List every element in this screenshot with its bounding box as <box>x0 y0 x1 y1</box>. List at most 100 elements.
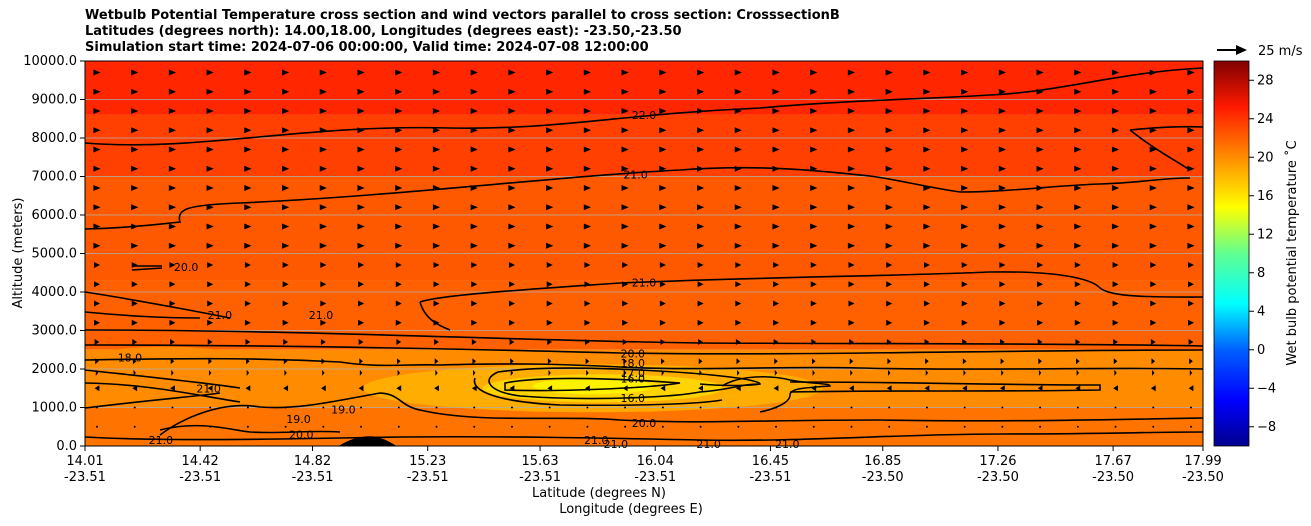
wind-arrow <box>470 69 478 76</box>
wind-arrow <box>357 223 365 230</box>
x-tick-lon: -23.51 <box>407 470 449 485</box>
wind-vectors <box>93 69 1195 428</box>
wind-arrow <box>1111 185 1120 192</box>
colorbar-tick-label: 20 <box>1257 150 1274 165</box>
wind-arrow <box>961 127 969 134</box>
wind-arrow <box>621 223 629 230</box>
wind-arrow <box>320 300 327 307</box>
wind-arrow <box>471 319 478 326</box>
wind-arrow <box>471 300 478 307</box>
wind-arrow <box>1074 242 1082 249</box>
x-tick-lon: -23.50 <box>977 470 1019 485</box>
wind-arrow <box>1076 425 1079 428</box>
wind-arrow <box>1152 425 1155 428</box>
wind-arrow <box>1149 204 1157 211</box>
wind-arrow <box>1149 185 1157 192</box>
wind-arrow <box>131 69 139 76</box>
wind-arrow <box>93 165 101 172</box>
wind-arrow <box>1150 319 1157 326</box>
wind-arrow <box>1036 108 1044 115</box>
wind-arrow <box>206 223 214 230</box>
wind-arrow <box>1074 127 1082 134</box>
wind-arrow <box>171 369 174 376</box>
wind-arrow <box>583 88 592 95</box>
wind-arrow <box>548 406 551 409</box>
contour-line <box>85 431 1203 442</box>
wind-arrow <box>583 146 592 153</box>
wind-arrow <box>1112 319 1119 326</box>
wind-arrow <box>998 88 1006 95</box>
wind-arrow <box>319 146 327 153</box>
wind-arrow <box>473 425 476 428</box>
wind-arrow <box>245 385 251 392</box>
colorbar-label: Wet bulb potential temperature ˚C <box>1284 140 1300 365</box>
wind-arrow <box>885 165 893 172</box>
wind-arrow <box>1111 242 1120 249</box>
wind-arrow <box>244 185 252 192</box>
wind-arrow <box>735 385 741 392</box>
wind-arrow <box>546 223 554 230</box>
wind-arrow <box>93 108 101 115</box>
wind-arrow <box>961 204 969 211</box>
wind-arrow <box>885 223 893 230</box>
wind-arrow <box>131 108 139 115</box>
wind-arrow <box>586 425 589 428</box>
wind-arrow <box>696 108 705 115</box>
wind-arrow <box>397 406 400 409</box>
contour-label: 17.0 <box>621 367 646 380</box>
wind-arrow <box>583 165 592 172</box>
wind-arrow <box>1036 146 1044 153</box>
wind-arrow <box>697 319 704 326</box>
wind-arrow <box>168 223 177 230</box>
wind-arrow <box>583 69 592 76</box>
wind-arrow <box>246 358 250 365</box>
wind-arrow <box>850 425 853 428</box>
y-tick-label: 10000.0 <box>23 54 77 69</box>
wind-arrow <box>697 262 704 269</box>
wind-arrow <box>432 204 441 211</box>
wind-arrow <box>923 146 931 153</box>
wind-arrow <box>1036 185 1044 192</box>
wind-arrow <box>963 406 966 409</box>
wind-arrow <box>93 88 101 95</box>
contour-line <box>85 166 1191 230</box>
wind-arrow <box>885 88 893 95</box>
y-tick-label: 1000.0 <box>32 401 78 416</box>
colorbar-tick-label: 4 <box>1257 304 1265 319</box>
wind-arrow <box>961 108 969 115</box>
wind-arrow <box>621 69 629 76</box>
wind-arrow <box>359 358 363 365</box>
wind-arrow <box>1152 369 1155 376</box>
wind-arrow <box>510 358 514 365</box>
wind-arrow <box>1189 358 1193 365</box>
wind-arrow <box>772 146 780 153</box>
wind-arrow <box>925 425 928 428</box>
x-tick-lat: 15.63 <box>521 454 558 469</box>
wind-arrow <box>1151 358 1156 365</box>
wind-arrow <box>811 339 817 346</box>
wind-arrow <box>133 406 136 409</box>
wind-arrow <box>999 339 1005 346</box>
contour-line <box>131 267 163 271</box>
wind-arrow <box>546 319 553 326</box>
wind-arrow <box>206 242 214 249</box>
wind-arrow <box>737 406 740 409</box>
wind-arrow <box>661 369 665 376</box>
wind-arrow <box>470 204 478 211</box>
wind-arrow <box>622 385 628 392</box>
wind-arrow <box>206 204 214 211</box>
field-band <box>85 176 1203 281</box>
wind-arrow <box>322 369 325 376</box>
wind-arrow <box>961 69 969 76</box>
wind-arrow <box>1111 69 1120 76</box>
x-tick-lat: 17.67 <box>1095 454 1132 469</box>
wind-arrow <box>1187 146 1195 153</box>
wind-arrow <box>244 146 252 153</box>
wind-arrow <box>961 319 968 326</box>
colorbar-tick-label: 12 <box>1257 227 1274 242</box>
wind-arrow <box>810 185 818 192</box>
wind-arrow <box>546 242 554 249</box>
wind-arrow <box>284 425 287 428</box>
y-tick-label: 7000.0 <box>32 170 78 185</box>
contour-line <box>159 392 1203 436</box>
